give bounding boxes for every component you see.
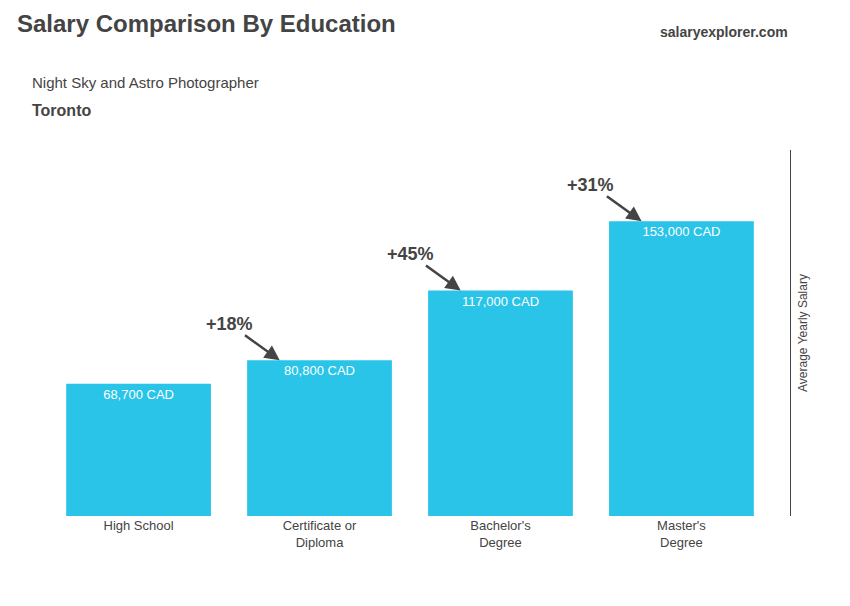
svg-text:Master'sDegree: Master'sDegree (657, 518, 706, 550)
svg-text:Bachelor'sDegree: Bachelor'sDegree (470, 518, 531, 550)
svg-text:Salary Comparison By Education: Salary Comparison By Education (17, 10, 396, 37)
svg-text:68,700 CAD: 68,700 CAD (103, 387, 174, 402)
svg-text:salaryexplorer.com: salaryexplorer.com (660, 24, 788, 40)
svg-text:Certificate orDiploma: Certificate orDiploma (283, 518, 357, 550)
svg-text:+18%: +18% (206, 314, 253, 334)
svg-text:High School: High School (104, 518, 174, 533)
svg-text:+31%: +31% (567, 175, 614, 195)
svg-text:Toronto: Toronto (32, 102, 91, 119)
svg-text:Average Yearly Salary: Average Yearly Salary (796, 274, 810, 392)
svg-text:Night Sky and Astro Photograph: Night Sky and Astro Photographer (32, 74, 259, 91)
svg-text:117,000 CAD: 117,000 CAD (462, 294, 539, 309)
svg-text:80,800 CAD: 80,800 CAD (284, 363, 355, 378)
svg-text:+45%: +45% (387, 244, 434, 264)
svg-text:153,000 CAD: 153,000 CAD (642, 224, 720, 239)
